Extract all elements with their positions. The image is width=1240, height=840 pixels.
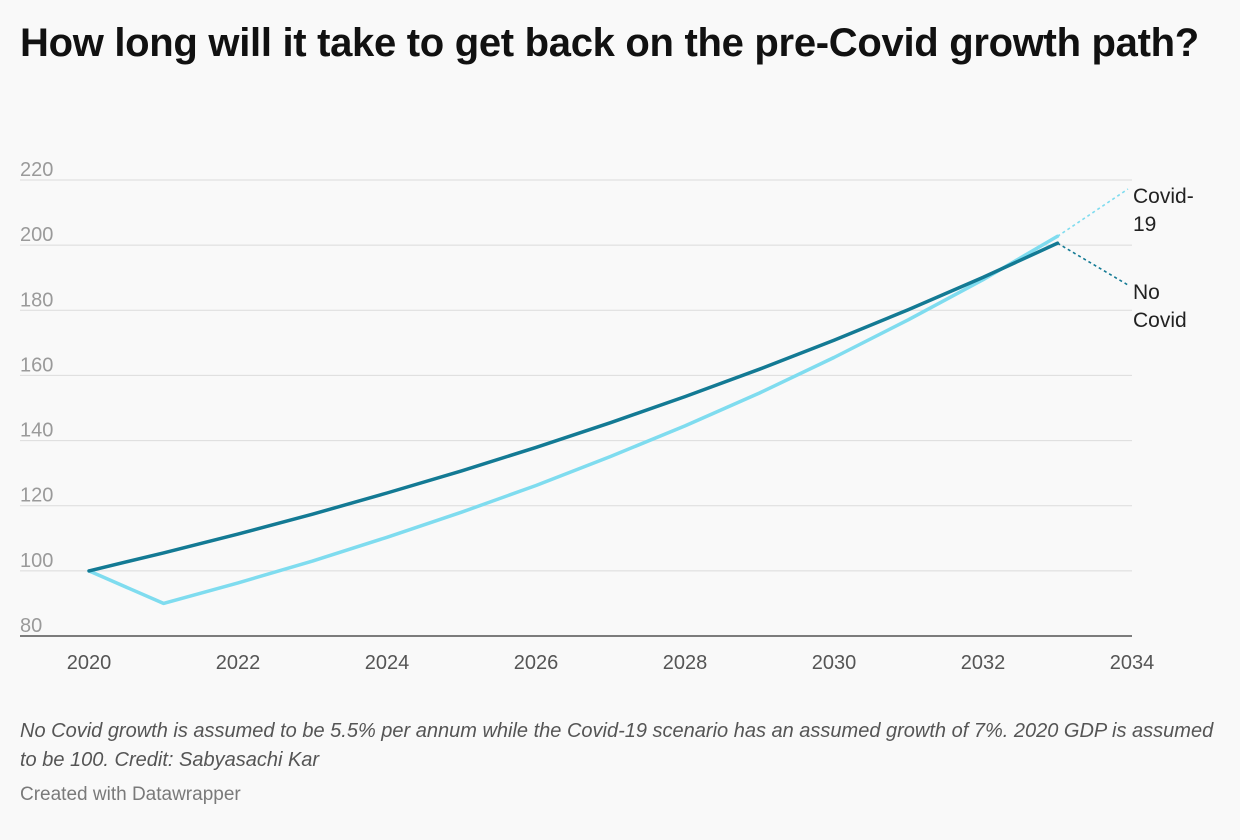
x-tick-label: 2020 [67, 652, 112, 674]
series-line-covid-19 [87, 234, 1060, 606]
y-tick-label: 100 [20, 550, 53, 572]
y-tick-label: 220 [20, 159, 53, 181]
line-chart: 80 100 120 140 160 180 200 220 2020 2022 2024 2026… [20, 159, 1194, 674]
y-tick-label: 80 [20, 615, 42, 637]
series-label: Covid [1133, 309, 1187, 332]
chart-credit: Created with Datawrapper [20, 784, 241, 805]
x-tick-label: 2028 [663, 652, 708, 674]
series-lines [87, 234, 1060, 606]
series-label: No [1133, 281, 1160, 304]
x-tick-label: 2030 [812, 652, 857, 674]
series-label: Covid- [1133, 185, 1194, 208]
series-line-no-covid [87, 241, 1060, 573]
chart-notes: No Covid growth is assumed to be 5.5% pe… [20, 720, 1214, 771]
x-tick-label: 2024 [365, 652, 410, 674]
series-labels: Covid- 19 No Covid [1057, 185, 1194, 332]
y-tick-label: 140 [20, 420, 53, 442]
grid-lines [20, 179, 1132, 637]
y-tick-label: 160 [20, 354, 53, 376]
label-leader-line [1057, 188, 1129, 238]
x-axis-ticks: 2020 2022 2024 2026 2028 2030 2032 2034 [67, 652, 1155, 674]
y-tick-label: 200 [20, 224, 53, 246]
series-label: 19 [1133, 213, 1156, 236]
x-tick-label: 2022 [216, 652, 261, 674]
x-tick-label: 2032 [961, 652, 1006, 674]
label-leader-line [1057, 242, 1129, 286]
y-tick-label: 120 [20, 485, 53, 507]
y-axis-ticks: 80 100 120 140 160 180 200 220 [20, 159, 53, 637]
x-tick-label: 2026 [514, 652, 559, 674]
y-tick-label: 180 [20, 289, 53, 311]
x-tick-label: 2034 [1110, 652, 1155, 674]
chart-title: How long will it take to get back on the… [20, 21, 1199, 65]
